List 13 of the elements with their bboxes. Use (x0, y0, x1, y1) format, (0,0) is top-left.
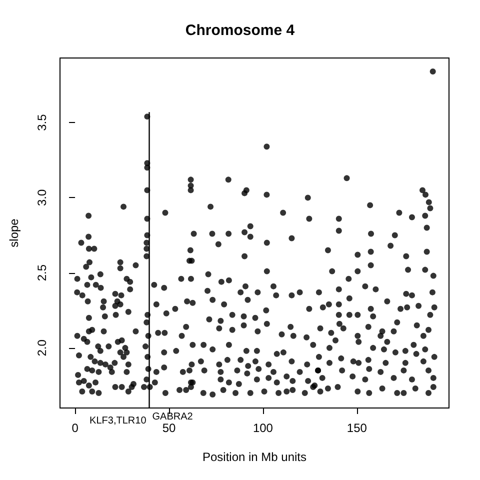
x-tick-label: 150 (346, 421, 368, 435)
chart-title: Chromosome 4 (185, 22, 296, 39)
x-tick-label: 0 (72, 421, 79, 435)
x-tick-label: 50 (162, 421, 176, 435)
text: KLF3,TLR10 (90, 416, 147, 426)
y-tick-label: 3.0 (35, 189, 49, 206)
y-axis-title: slope (7, 218, 21, 248)
y-tick-label: 3.5 (35, 114, 49, 131)
x-axis-title: Position in Mb units (202, 450, 307, 464)
y-tick-label: 2.5 (35, 264, 49, 282)
y-tick-label: 2.0 (35, 339, 49, 356)
x-tick-label: 100 (252, 421, 274, 435)
text: GABRA2 (152, 412, 194, 422)
